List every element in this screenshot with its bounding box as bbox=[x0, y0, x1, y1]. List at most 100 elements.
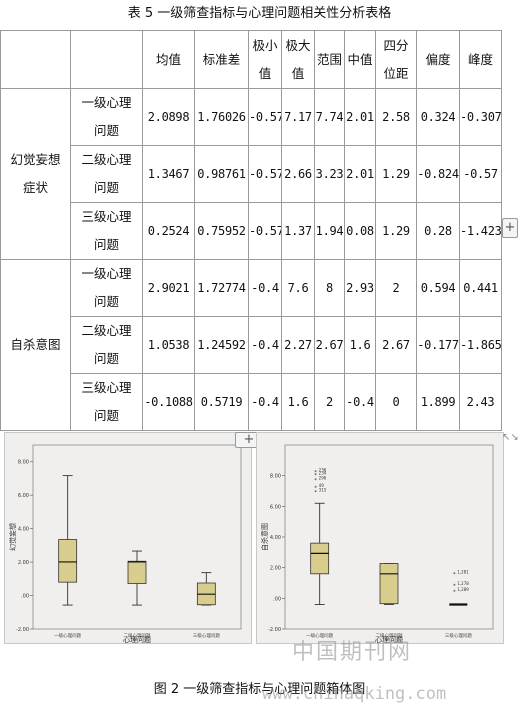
group-label-cell: 幻觉妄想 症状 bbox=[0, 88, 71, 260]
value-cell: 2.01 bbox=[344, 88, 376, 146]
value-cell: 1.37 bbox=[281, 202, 315, 260]
value-cell: 1.29 bbox=[375, 145, 417, 203]
row-label-cell: 三级心理 问题 bbox=[70, 202, 143, 260]
y-tick-label: 6.00 bbox=[18, 493, 29, 499]
x-axis-label: 心理问题 bbox=[375, 636, 403, 643]
box bbox=[379, 563, 399, 605]
value-cell: -0.57 bbox=[459, 145, 502, 203]
x-axis-label: 心理问题 bbox=[123, 636, 151, 643]
outlier-point: * bbox=[314, 485, 317, 491]
header-cell: 标准差 bbox=[194, 30, 249, 89]
value-cell: 2.27 bbox=[281, 316, 315, 374]
resize-handle-icon[interactable]: ↖↘ bbox=[502, 432, 519, 443]
table-header-row: 均值 标准差 极小值极大值范围 中值 四分 位距 偏度 峰度 bbox=[0, 30, 502, 89]
y-tick-label: .00 bbox=[21, 594, 29, 600]
outlier-label: 315 bbox=[319, 488, 327, 493]
value-cell: 1.0538 bbox=[142, 316, 195, 374]
outlier-label: 1,289 bbox=[457, 587, 469, 592]
value-cell: 2.9021 bbox=[142, 259, 195, 317]
value-cell: 7.17 bbox=[281, 88, 315, 146]
value-cell: 2.67 bbox=[375, 316, 417, 374]
value-cell: 0.75952 bbox=[194, 202, 249, 260]
row-label-cell: 一级心理 问题 bbox=[70, 259, 143, 317]
expand-table-button[interactable]: + bbox=[502, 218, 518, 238]
value-cell: 1.3467 bbox=[142, 145, 195, 203]
value-cell: -1.423 bbox=[459, 202, 502, 260]
value-cell: -0.1088 bbox=[142, 373, 195, 431]
value-cell: 1.76026 bbox=[194, 88, 249, 146]
row-label-cell: 三级心理 问题 bbox=[70, 373, 143, 431]
header-cell: 峰度 bbox=[459, 30, 502, 89]
y-tick-label: 2.00 bbox=[270, 566, 281, 572]
header-cell: 偏度 bbox=[416, 30, 460, 89]
value-cell: 3.23 bbox=[314, 145, 345, 203]
outlier-point: * bbox=[453, 572, 456, 578]
header-empty-cell bbox=[0, 30, 71, 89]
outlier-point: * bbox=[314, 490, 317, 496]
box bbox=[127, 560, 147, 584]
stats-table: 均值 标准差 极小值极大值范围 中值 四分 位距 偏度 峰度 幻觉妄想 症状 一级心理 问题 2.089… bbox=[0, 30, 502, 431]
value-cell: 2.67 bbox=[314, 316, 345, 374]
box bbox=[58, 539, 78, 583]
y-tick-label: 4.00 bbox=[18, 527, 29, 533]
value-cell: 7.74 bbox=[314, 88, 345, 146]
outlier-label: 236 bbox=[319, 468, 327, 473]
y-tick-label: .00 bbox=[273, 596, 281, 602]
value-cell: 0 bbox=[375, 373, 417, 431]
value-cell: 2.93 bbox=[344, 259, 376, 317]
header-cell: 均值 bbox=[142, 30, 195, 89]
value-cell: -0.4 bbox=[248, 259, 282, 317]
outlier-point: * bbox=[314, 470, 317, 476]
value-cell: 0.324 bbox=[416, 88, 460, 146]
y-tick-label: 4.00 bbox=[270, 535, 281, 541]
value-cell: 7.6 bbox=[281, 259, 315, 317]
value-cell: -0.307 bbox=[459, 88, 502, 146]
outlier-point: * bbox=[314, 478, 317, 484]
value-cell: -0.4 bbox=[248, 373, 282, 431]
table-title: 表 5 一级筛查指标与心理问题相关性分析表格 bbox=[127, 6, 392, 21]
header-cell: 范围 bbox=[314, 30, 345, 89]
value-cell: 1.24592 bbox=[194, 316, 249, 374]
value-cell: 0.594 bbox=[416, 259, 460, 317]
table-row: 二级心理 问题 1.0538 1.24592 -0.4 2.27 2.67 1.6 2.67 -0… bbox=[1, 316, 502, 374]
table-row: 自杀意图 一级心理 问题 2.9021 1.72774 -0.4 7.6 8 2.93 2 0.59… bbox=[0, 259, 502, 431]
header-cell: 中值 bbox=[344, 30, 376, 89]
row-label-cell: 二级心理 问题 bbox=[70, 145, 143, 203]
value-cell: 8 bbox=[314, 259, 345, 317]
value-cell: 2.01 bbox=[344, 145, 376, 203]
box bbox=[310, 542, 330, 575]
table-row: 二级心理 问题 1.3467 0.98761 -0.57 2.66 3.23 2.01 1.29… bbox=[1, 145, 502, 203]
watermark-cn: 中国期刊网 bbox=[292, 640, 413, 665]
value-cell: -0.177 bbox=[416, 316, 460, 374]
x-tick-label: 二级心理问题 bbox=[376, 632, 403, 639]
y-tick-label: -2.00 bbox=[16, 627, 29, 633]
x-tick-label: 一级心理问题 bbox=[306, 632, 333, 639]
boxplot-hallucination: -2.00 .00 2.00 4.00 6.00 8.00 幻觉妄想 一级心理问题 二级心理问题… bbox=[4, 432, 252, 644]
value-cell: 2.58 bbox=[375, 88, 417, 146]
value-cell: -0.57 bbox=[248, 88, 282, 146]
table-row: 幻觉妄想 症状 一级心理 问题 2.0898 1.76026 -0.57 7.17 7.74 2.… bbox=[0, 88, 502, 260]
header-cell: 极大值 bbox=[281, 30, 315, 89]
header-cell: 四分 位距 bbox=[375, 30, 417, 89]
value-cell: -0.4 bbox=[344, 373, 376, 431]
value-cell: 1.6 bbox=[344, 316, 376, 374]
value-cell: -0.4 bbox=[248, 316, 282, 374]
value-cell: 2 bbox=[375, 259, 417, 317]
group-label-cell: 自杀意图 bbox=[0, 259, 71, 431]
outlier-point: * bbox=[314, 473, 317, 479]
outlier-label: 1,281 bbox=[457, 570, 469, 575]
outlier-point: * bbox=[453, 590, 456, 596]
row-label-cell: 一级心理 问题 bbox=[70, 88, 143, 146]
y-tick-label: 2.00 bbox=[18, 560, 29, 566]
value-cell: 1.899 bbox=[416, 373, 460, 431]
x-tick-label: 二级心理问题 bbox=[124, 632, 151, 639]
y-axis-label: 自杀意图 bbox=[260, 523, 269, 551]
value-cell: 0.2524 bbox=[142, 202, 195, 260]
value-cell: 0.28 bbox=[416, 202, 460, 260]
watermark-url: www.chinaqking.com bbox=[262, 684, 447, 704]
outlier-label: 1,278 bbox=[457, 581, 469, 586]
value-cell: 1.29 bbox=[375, 202, 417, 260]
y-tick-label: -2.00 bbox=[268, 627, 281, 633]
